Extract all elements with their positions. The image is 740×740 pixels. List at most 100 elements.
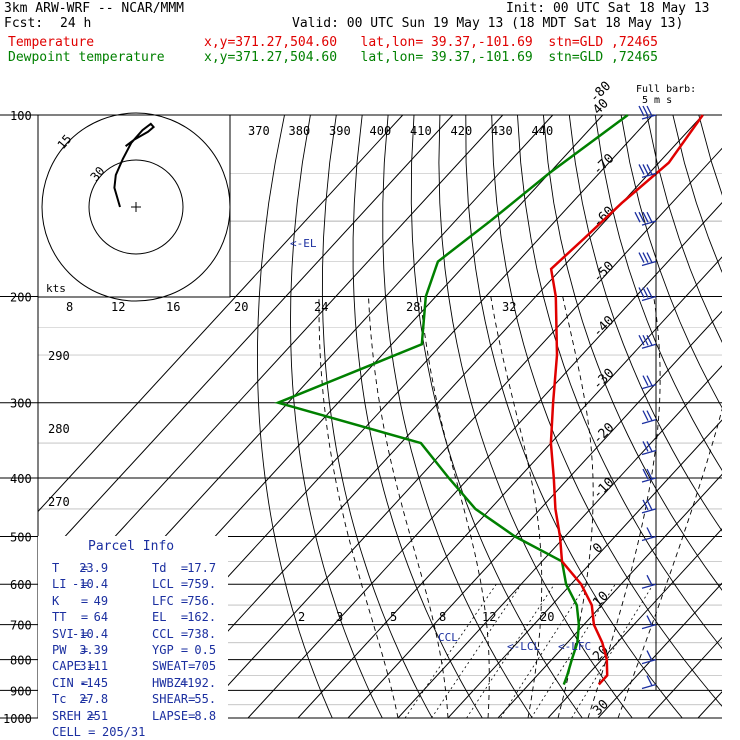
wind-barb	[641, 410, 657, 425]
moist-adiabat-line	[617, 408, 722, 718]
hodograph-speed-label: 12	[111, 300, 125, 314]
barb-key-units: 5 m s	[642, 95, 673, 106]
wind-barb	[641, 375, 657, 390]
parcel-param-label: LFC =	[152, 593, 189, 608]
parcel-param-label: PW =	[52, 643, 89, 657]
wind-barb	[641, 675, 657, 690]
parcel-param-label: TT =	[52, 610, 89, 625]
wind-barb	[641, 527, 657, 542]
dry-adiabat-line	[290, 115, 383, 718]
parcel-param-value: -145	[79, 675, 109, 690]
theta-label: 430	[491, 124, 513, 138]
ccl-annotation: CCL	[438, 631, 458, 644]
parcel-param-value: 27.8	[79, 692, 109, 707]
dry-adiabat-line	[594, 115, 722, 471]
parcel-param-value: 49	[93, 593, 109, 608]
temperature-profile	[549, 114, 704, 686]
hodograph-speed-label: 32	[502, 300, 516, 314]
hodograph-box	[37, 114, 231, 298]
lcl-annotation: <-LCL	[507, 640, 540, 653]
dry-adiabat-line	[568, 115, 722, 532]
parcel-param-label: SREH =	[52, 708, 96, 723]
parcel-param-label: T =	[52, 561, 89, 575]
parcel-param-value: 3111	[79, 659, 109, 674]
mixing-ratio-line	[530, 583, 616, 718]
dry-adiabat-line	[517, 115, 722, 650]
parcel-param-label: CAPE =	[52, 659, 96, 674]
parcel-param-label: SHEAR=	[152, 692, 196, 707]
dry-adiabat-line	[542, 115, 722, 591]
hodograph-trace	[113, 122, 156, 208]
isotherm-label: -10	[590, 475, 617, 502]
pressure-label: 600	[10, 578, 32, 592]
wind-barb	[638, 252, 657, 267]
moist-adiabat-line	[490, 296, 543, 718]
theta-label: 370	[248, 124, 270, 138]
pressure-label: 800	[10, 654, 32, 668]
pressure-label: 700	[10, 619, 32, 633]
wind-barb	[641, 615, 657, 630]
mixing-ratio-line	[500, 583, 587, 718]
isotherm-line	[597, 582, 722, 718]
parcel-param-value: 759.	[187, 577, 217, 592]
parcel-info-background	[38, 536, 228, 726]
parcel-param-value: 738.	[187, 626, 217, 641]
hodograph-speed-label: 20	[234, 300, 248, 314]
parcel-info-title: Parcel Info	[88, 539, 175, 554]
hodograph-speed-label: 16	[166, 300, 180, 314]
theta-label: 440	[532, 124, 554, 138]
hodograph-speed-label: 24	[314, 300, 328, 314]
legend-dewpoint-name: Dewpoint temperature	[8, 50, 165, 65]
wind-barb	[641, 468, 657, 483]
mixing-ratio-label: 2	[298, 610, 305, 624]
hodograph-speed-label: 8	[66, 300, 73, 314]
parcel-cell-label: CELL =	[52, 725, 96, 739]
dry-adiabat-line	[491, 115, 722, 707]
parcel-param-value: 162.	[187, 610, 217, 625]
isotherm-line	[647, 636, 722, 718]
parcel-param-label: SVI =	[52, 626, 89, 641]
parcel-cell-value: 205/31	[102, 725, 146, 739]
moist-adiabat-line	[419, 296, 490, 718]
parcel-param-value: 23.9	[79, 561, 109, 575]
forecast-label: Fcst:	[4, 16, 44, 31]
forecast-hour: 24 h	[60, 16, 92, 31]
wind-barb	[638, 334, 657, 349]
parcel-param-value: 3.39	[79, 643, 109, 657]
theta-label: 420	[451, 124, 473, 138]
legend-temperature-info: x,y=371.27,504.60 lat,lon= 39.37,-101.69…	[204, 35, 658, 50]
parcel-param-label: LAPSE=	[152, 708, 196, 723]
parcel-param-label: LCL =	[152, 577, 189, 592]
parcel-param-label: CCL =	[152, 626, 189, 641]
parcel-param-value: 55.	[194, 692, 217, 707]
dry-adiabat-line	[257, 115, 333, 718]
parcel-param-value: 705	[194, 659, 217, 674]
legend-temperature-name: Temperature	[8, 35, 95, 50]
mixing-ratio-label: 8	[439, 610, 446, 624]
dry-adiabat-line	[352, 115, 483, 718]
wind-barb	[634, 211, 657, 226]
el-annotation: <-EL	[290, 237, 317, 250]
parcel-param-label: LI =	[52, 577, 89, 592]
isotherm-label: -70	[590, 151, 617, 178]
theta-label: 380	[289, 124, 311, 138]
hodograph-ring-15	[88, 159, 184, 255]
init-time: Init: 00 UTC Sat 18 May 13	[506, 1, 710, 16]
parcel-param-value: -10.4	[72, 577, 109, 592]
pressure-label: 400	[10, 472, 32, 486]
parcel-param-label: Tc =	[52, 692, 89, 707]
parcel-param-label: K =	[52, 593, 89, 608]
parcel-param-value: 8.8	[194, 708, 217, 723]
dry-adiabat-line	[620, 115, 722, 409]
dry-adiabat-line	[321, 115, 433, 718]
theta-side-label: 290	[48, 349, 70, 363]
dry-adiabat-line	[382, 115, 533, 718]
theta-side-label: 270	[48, 495, 70, 509]
parcel-param-value: 64	[93, 610, 109, 625]
isotherm-line	[547, 528, 722, 718]
theta-label: 400	[370, 124, 392, 138]
mixing-ratio-label: 20	[540, 610, 554, 624]
model-title: 3km ARW-WRF -- NCAR/MMM	[4, 1, 185, 16]
pressure-label: 900	[10, 684, 32, 698]
